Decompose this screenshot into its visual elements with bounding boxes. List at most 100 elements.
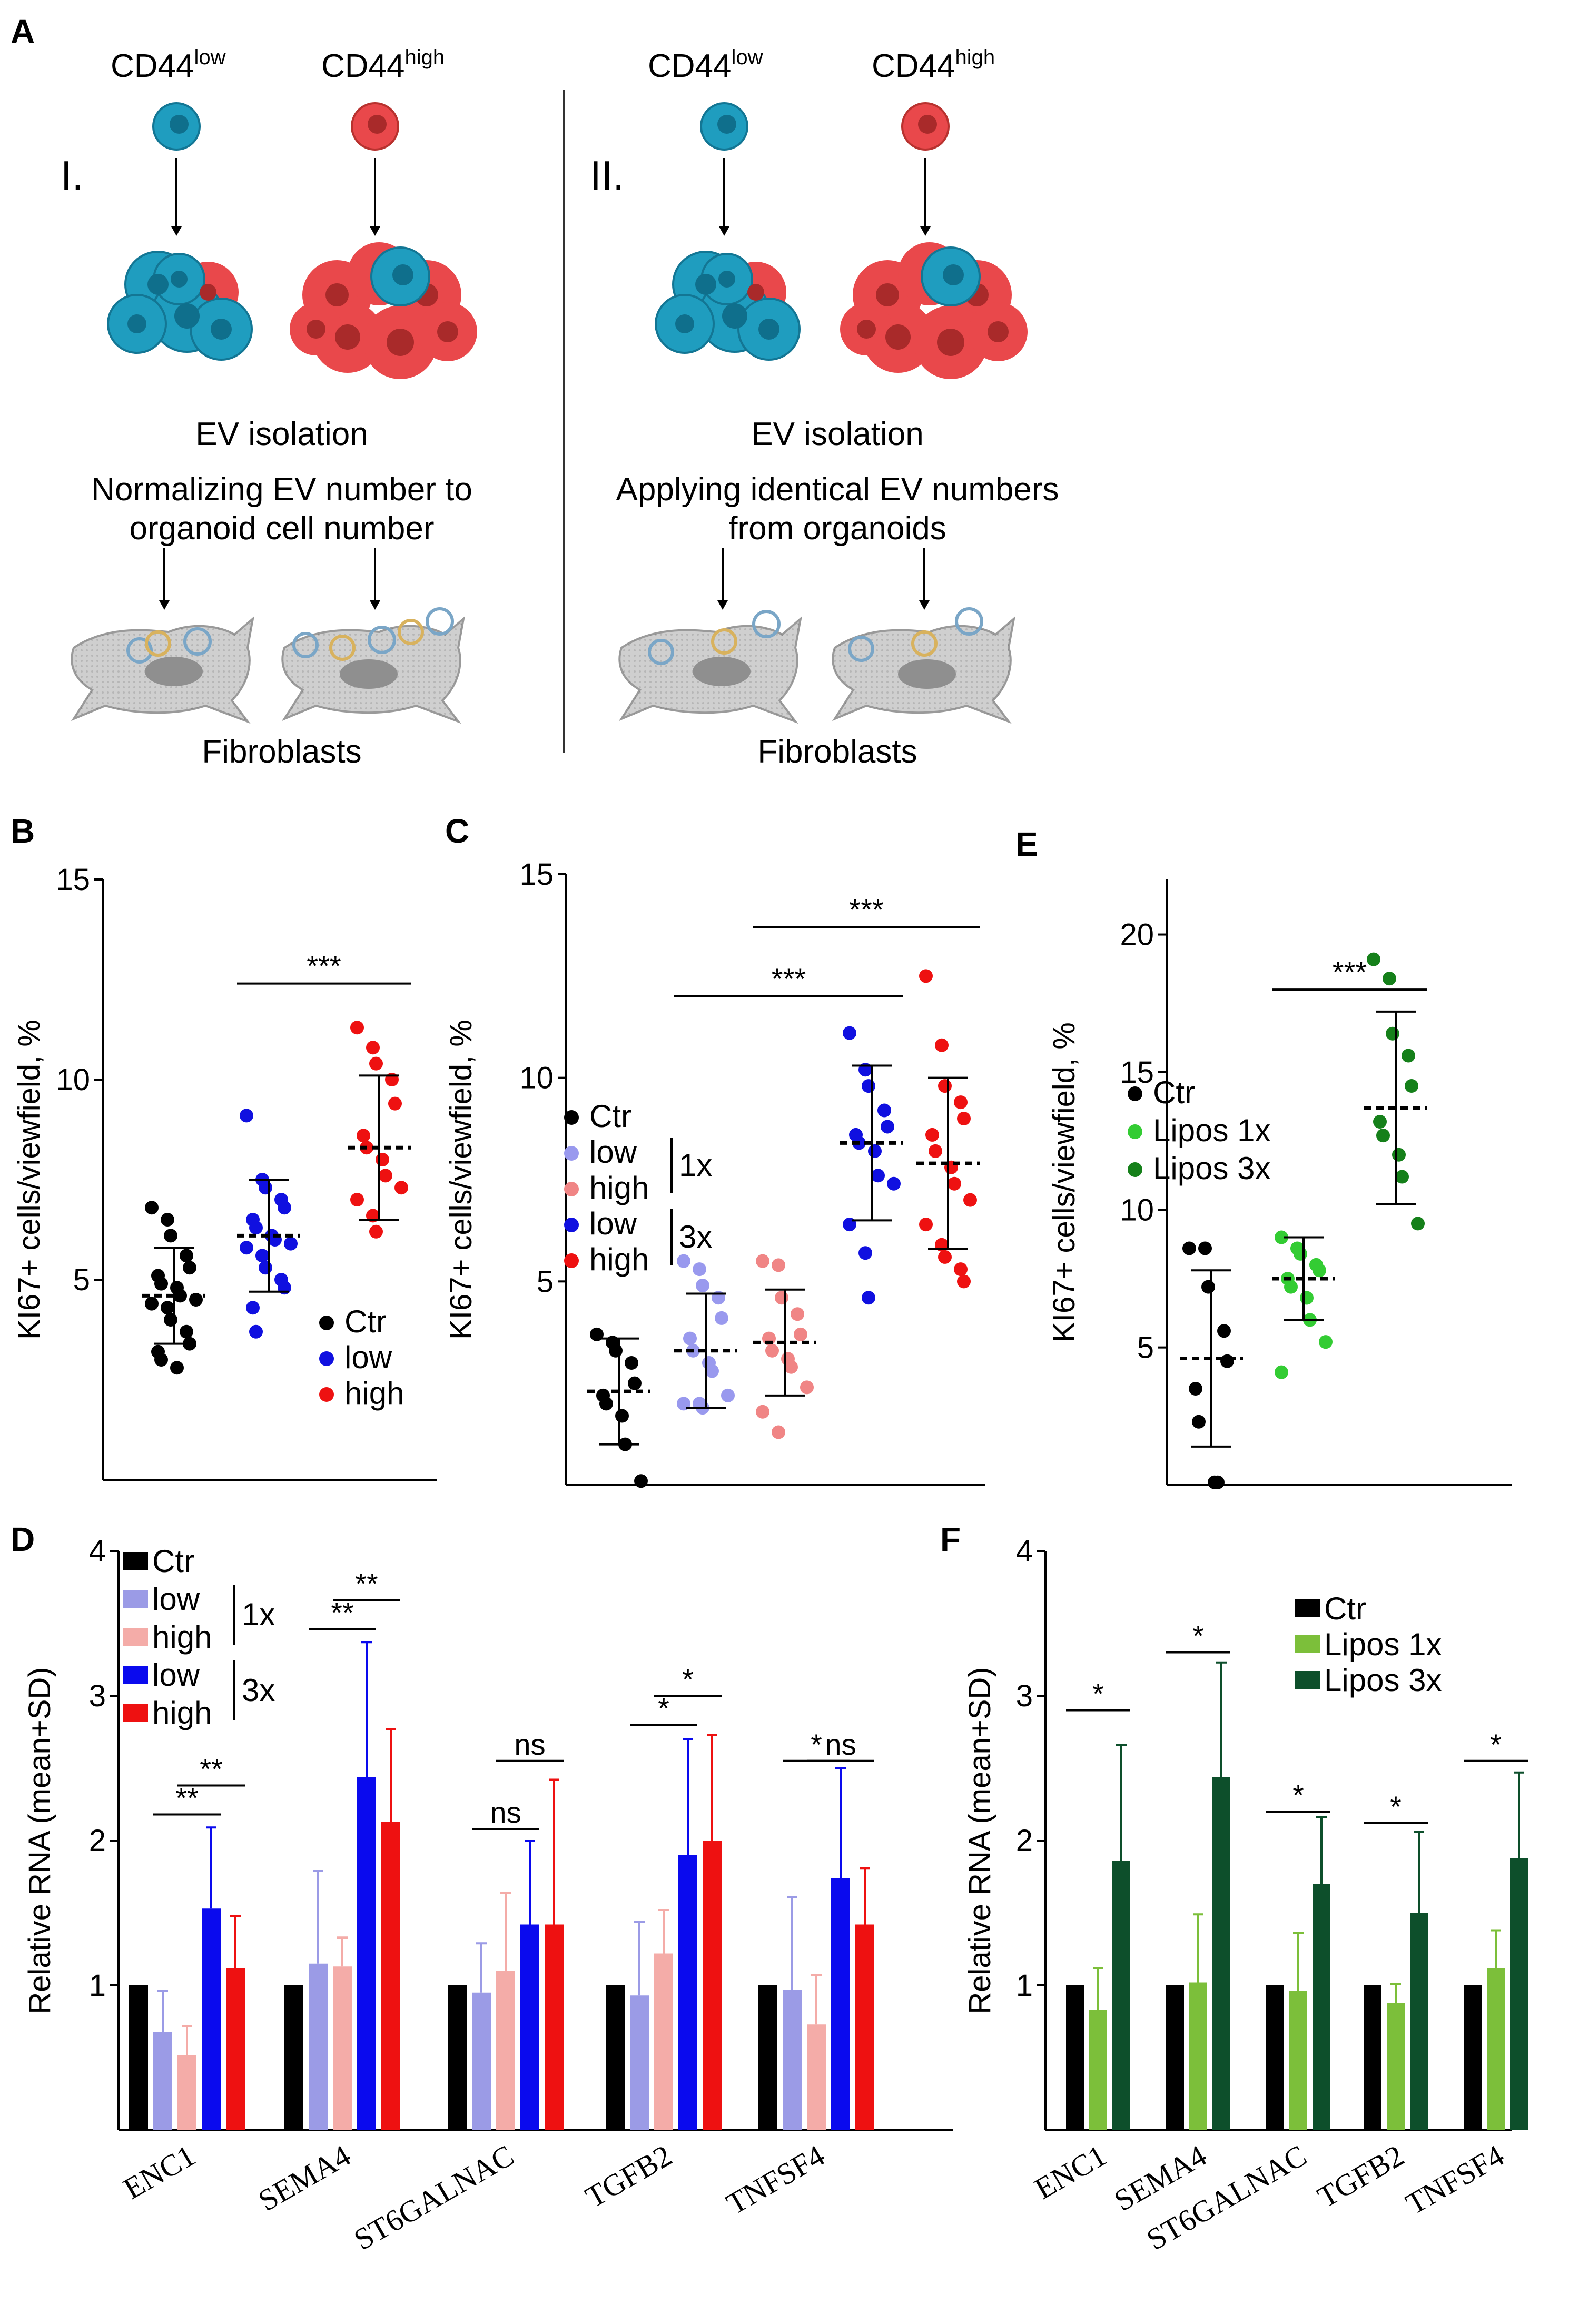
bar xyxy=(153,2032,172,2130)
significance-label: * xyxy=(1192,1619,1204,1653)
y-tick-label: 3 xyxy=(1016,1679,1033,1713)
legend-marker xyxy=(123,1552,148,1570)
y-tick-label: 15 xyxy=(519,857,554,892)
category-tgfb2 xyxy=(606,1734,722,2130)
category-st6galnac xyxy=(448,1778,564,2130)
y-tick-label: 10 xyxy=(1120,1193,1154,1227)
data-point xyxy=(775,1291,788,1305)
arrow-icon xyxy=(171,158,380,236)
y-tick-label: 20 xyxy=(1120,918,1154,952)
series-low-3x xyxy=(840,1026,903,1305)
legend-label: low xyxy=(344,1340,392,1375)
data-point xyxy=(1373,1115,1387,1129)
data-point xyxy=(1284,1280,1298,1294)
category-enc1 xyxy=(129,1826,245,2130)
series-low-1x xyxy=(674,1254,737,1415)
bar xyxy=(1189,1982,1207,2130)
x-tick-label: ENC1 xyxy=(1029,2138,1112,2206)
data-point xyxy=(350,1193,364,1206)
chart-b: B 5 10 15 KI67+ cells/viewfield, % *** Ctrlowh… xyxy=(11,812,437,1481)
panel-letter-c: C xyxy=(445,812,469,850)
data-point xyxy=(1275,1365,1288,1379)
data-point xyxy=(938,1250,952,1264)
y-axis-label: Relative RNA (mean+SD) xyxy=(963,1667,997,2014)
data-point xyxy=(1201,1280,1215,1294)
cd44-low-cell-icon xyxy=(152,102,201,151)
significance-label: *** xyxy=(849,893,883,926)
step2-left: organoid cell number xyxy=(129,510,434,547)
y-tick-label: 5 xyxy=(73,1263,90,1297)
bar xyxy=(226,1968,245,2130)
significance-label: ns xyxy=(490,1796,521,1829)
x-tick-label: ENC1 xyxy=(117,2138,201,2206)
data-point xyxy=(164,1229,177,1243)
data-point xyxy=(369,1224,383,1239)
y-tick-label: 5 xyxy=(537,1264,554,1299)
legend-marker xyxy=(123,1704,148,1722)
bar xyxy=(1387,2003,1405,2130)
panel-letter-e: E xyxy=(1015,825,1038,863)
legend-label: high xyxy=(589,1170,649,1205)
bar xyxy=(783,1990,802,2130)
legend-label: low xyxy=(152,1657,200,1693)
bar xyxy=(129,1985,148,2130)
bar xyxy=(357,1777,376,2130)
data-point xyxy=(1182,1241,1196,1255)
ev-isolation-right: EV isolation xyxy=(751,416,923,452)
significance-label: ** xyxy=(200,1753,223,1786)
series-ctr xyxy=(142,1201,205,1375)
data-point xyxy=(1300,1291,1314,1305)
data-point xyxy=(625,1356,638,1370)
bar xyxy=(1089,2010,1107,2130)
data-point xyxy=(145,1201,159,1215)
data-point xyxy=(379,1169,392,1183)
data-point xyxy=(246,1301,260,1315)
data-point xyxy=(284,1237,298,1251)
data-point xyxy=(609,1343,623,1358)
data-point xyxy=(705,1364,719,1378)
bar xyxy=(678,1855,697,2130)
significance-label: * xyxy=(811,1728,822,1761)
legend-label: Lipos 1x xyxy=(1153,1113,1270,1148)
bar xyxy=(1364,1985,1381,2130)
legend-marker xyxy=(1295,1671,1320,1689)
data-point xyxy=(161,1213,174,1227)
data-point xyxy=(1275,1230,1288,1244)
data-point xyxy=(145,1297,159,1311)
roman-one: I. xyxy=(61,152,83,199)
bar xyxy=(545,1924,564,2130)
arrow-icon xyxy=(717,548,930,610)
y-tick-label: 10 xyxy=(56,1063,90,1097)
legend-label: low xyxy=(152,1581,200,1617)
legend-marker xyxy=(564,1218,579,1232)
fibroblasts-label-left: Fibroblasts xyxy=(202,734,361,770)
legend-group-label: 3x xyxy=(679,1219,712,1254)
series-high-1x xyxy=(753,1254,816,1439)
data-point xyxy=(800,1380,814,1395)
bar xyxy=(1112,1861,1130,2130)
data-point xyxy=(376,1153,389,1166)
category-enc1 xyxy=(1066,1744,1130,2130)
legend-group-label: 1x xyxy=(242,1597,275,1632)
legend-marker xyxy=(319,1316,334,1330)
legend-label: Lipos 3x xyxy=(1324,1663,1442,1698)
data-point xyxy=(938,1079,952,1093)
data-point xyxy=(1198,1241,1212,1255)
bar xyxy=(1410,1913,1428,2130)
significance-label: *** xyxy=(772,962,806,995)
series-ctr xyxy=(1180,1241,1243,1489)
fibroblasts-label-right: Fibroblasts xyxy=(757,734,917,770)
data-point xyxy=(1313,1263,1326,1278)
data-point xyxy=(1192,1415,1206,1429)
significance-label: * xyxy=(1292,1778,1304,1812)
data-point xyxy=(683,1331,697,1346)
data-point xyxy=(843,1026,856,1040)
cd44-low-cell-icon xyxy=(700,102,748,151)
cd44-low-label-left: CD44low xyxy=(111,46,226,84)
bar xyxy=(496,1971,515,2130)
bar xyxy=(1313,1884,1330,2130)
y-tick-label: 1 xyxy=(1016,1969,1033,2003)
arrow-icon xyxy=(159,548,380,610)
